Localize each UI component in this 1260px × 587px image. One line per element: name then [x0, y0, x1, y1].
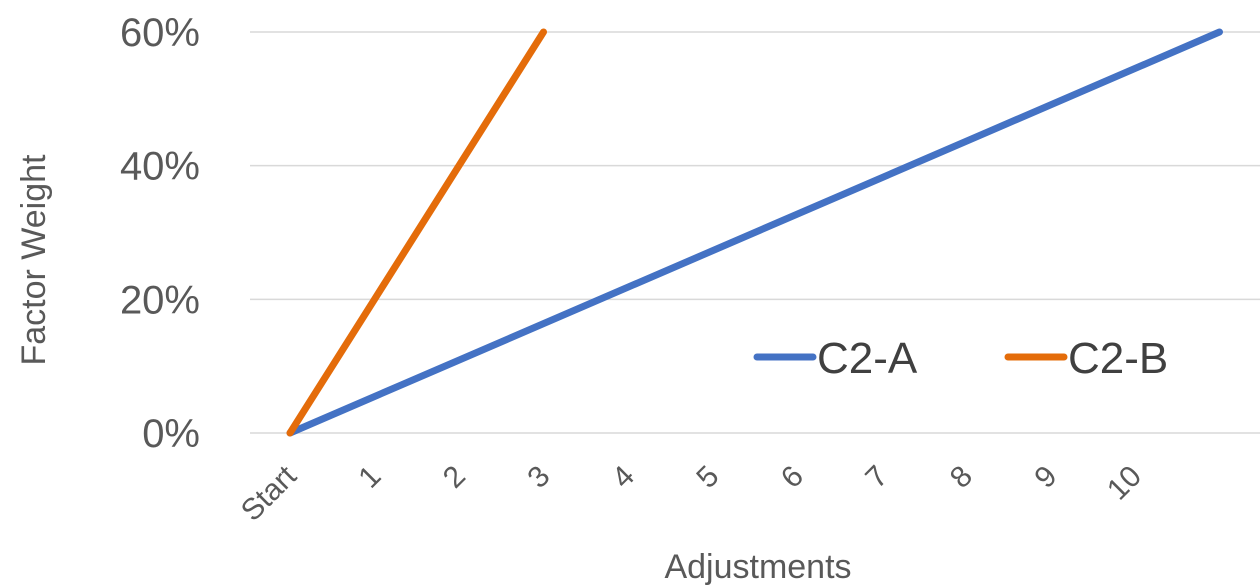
x-tick-label: 10 [1101, 460, 1148, 507]
x-tick-label: 6 [775, 460, 810, 495]
x-tick-label: 7 [859, 460, 894, 495]
gridlines [250, 31, 1260, 434]
series-line-c2-a [286, 28, 1223, 437]
x-tick-label: 2 [437, 460, 472, 495]
x-tick-label: Start [235, 459, 304, 528]
y-axis-ticks: 0% 20% 40% 60% [120, 11, 200, 456]
x-tick-label: 3 [521, 460, 556, 495]
y-tick-label: 60% [120, 11, 200, 55]
series-line-c2-b [286, 28, 547, 437]
y-tick-label: 20% [120, 278, 200, 322]
legend: C2-A C2-B [753, 334, 1168, 383]
x-tick-label: 4 [606, 460, 641, 495]
x-tick-label: 5 [690, 460, 725, 495]
y-tick-label: 0% [142, 412, 200, 456]
series-lines [286, 28, 1223, 437]
x-axis-title: Adjustments [664, 548, 851, 586]
x-axis-ticks: Start 1 2 3 4 5 6 7 8 9 10 [235, 459, 1148, 528]
x-tick-label: 8 [944, 460, 979, 495]
legend-label: C2-A [817, 334, 918, 383]
y-axis-title: Factor Weight [15, 154, 53, 366]
legend-label: C2-B [1068, 334, 1168, 383]
x-tick-label: 1 [352, 460, 387, 495]
y-tick-label: 40% [120, 145, 200, 189]
x-tick-label: 9 [1028, 460, 1063, 495]
